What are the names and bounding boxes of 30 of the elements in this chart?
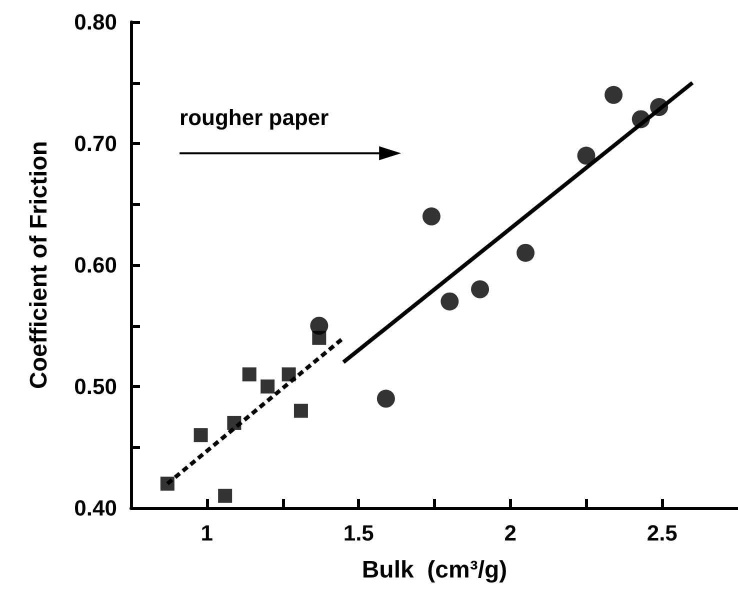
y-axis-title: Coefficient of Friction bbox=[26, 141, 52, 389]
point bbox=[218, 488, 232, 503]
point bbox=[260, 380, 275, 394]
x-tick-label: 1.5 bbox=[343, 520, 374, 546]
point bbox=[650, 98, 668, 116]
point bbox=[194, 428, 208, 442]
y-tick-label: 0.50 bbox=[74, 374, 117, 399]
point bbox=[471, 280, 490, 298]
point bbox=[577, 146, 596, 165]
point bbox=[632, 110, 650, 128]
point bbox=[376, 390, 395, 408]
x-tick-label: 2.5 bbox=[646, 520, 678, 546]
x-tick-label: 2 bbox=[504, 520, 516, 546]
point bbox=[440, 292, 459, 310]
point bbox=[516, 244, 535, 262]
point bbox=[282, 367, 296, 382]
y-tick-label: 0.60 bbox=[74, 252, 117, 278]
y-tick-label: 0.80 bbox=[74, 10, 117, 34]
point bbox=[422, 207, 440, 226]
annotation: rougher paper bbox=[180, 104, 329, 131]
point bbox=[604, 86, 623, 104]
y-tick-label: 0.70 bbox=[74, 131, 117, 156]
y-tick-label: 0.40 bbox=[74, 496, 117, 520]
x-tick-label: 1 bbox=[200, 520, 213, 546]
point bbox=[227, 416, 242, 430]
point bbox=[294, 404, 308, 418]
point bbox=[310, 316, 328, 335]
point bbox=[160, 476, 174, 491]
point bbox=[242, 367, 256, 382]
x-axis-title: Bulk (cm³/g) bbox=[362, 556, 508, 584]
